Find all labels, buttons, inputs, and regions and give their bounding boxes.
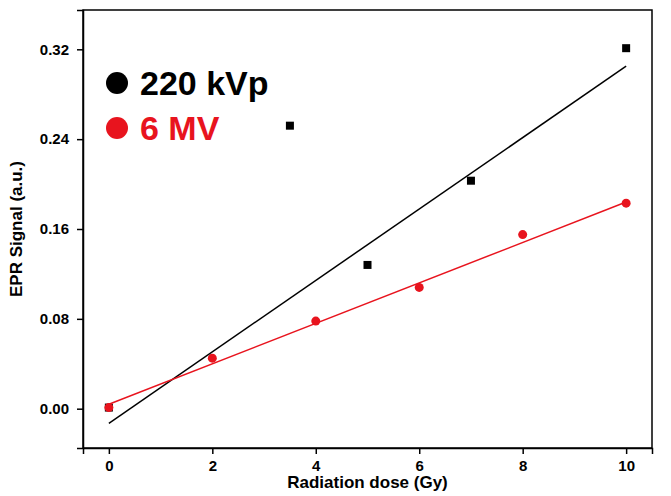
legend-symbol bbox=[106, 117, 128, 139]
point bbox=[518, 230, 527, 239]
tick-label: 6 bbox=[416, 457, 424, 474]
tick: 8 bbox=[519, 448, 527, 474]
point bbox=[622, 44, 630, 52]
tick-label: 0.00 bbox=[40, 400, 69, 417]
point bbox=[286, 122, 294, 130]
tick-mark bbox=[109, 448, 111, 454]
tick-label: 2 bbox=[209, 457, 217, 474]
marks bbox=[104, 44, 630, 423]
point bbox=[105, 404, 113, 412]
tick-mark bbox=[77, 229, 83, 231]
y-axis: 0.00 0.08 0.16 0.24 0.32 bbox=[40, 11, 84, 449]
x-axis-title: Radiation dose (Gy) bbox=[287, 473, 448, 492]
legend: 220 kVp 6 MV bbox=[106, 64, 269, 147]
tick-mark bbox=[316, 448, 318, 454]
point bbox=[364, 261, 372, 269]
tick-label: 8 bbox=[519, 457, 527, 474]
tick-mark bbox=[626, 448, 628, 454]
tick-label: 0.24 bbox=[40, 130, 70, 147]
tick: 0 bbox=[105, 448, 113, 474]
tick-mark bbox=[419, 448, 421, 454]
tick: 4 bbox=[312, 448, 321, 474]
plot: 0 2 4 6 8 10 0.00 0.08 0.16 0.24 0.32 bbox=[40, 10, 653, 474]
legend-label: 6 MV bbox=[140, 109, 220, 147]
tick-label: 0.08 bbox=[40, 310, 69, 327]
tick-mark bbox=[77, 49, 83, 51]
tick-label: 0 bbox=[105, 457, 113, 474]
tick: 0.32 bbox=[40, 41, 83, 58]
tick-mark bbox=[77, 408, 83, 410]
fit-line bbox=[109, 202, 626, 404]
axis-line bbox=[84, 449, 653, 455]
legend-symbol bbox=[106, 72, 128, 94]
tick: 10 bbox=[618, 448, 635, 474]
tick-mark bbox=[212, 448, 214, 454]
tick-label: 10 bbox=[618, 457, 635, 474]
point bbox=[467, 177, 475, 185]
tick: 0.16 bbox=[40, 220, 83, 237]
x-axis: 0 2 4 6 8 10 bbox=[84, 448, 653, 474]
tick-label: 4 bbox=[312, 457, 321, 474]
chart: 0 2 4 6 8 10 0.00 0.08 0.16 0.24 0.32 Radiation dos… bbox=[0, 0, 671, 496]
tick-label: 0.32 bbox=[40, 41, 69, 58]
axis-line bbox=[77, 11, 84, 449]
point bbox=[208, 354, 217, 363]
point bbox=[104, 403, 113, 412]
tick-label: 0.16 bbox=[40, 220, 69, 237]
tick-mark bbox=[77, 139, 83, 141]
tick-mark bbox=[522, 448, 524, 454]
plot-frame bbox=[83, 10, 652, 448]
tick: 6 bbox=[416, 448, 424, 474]
legend-label: 220 kVp bbox=[140, 64, 269, 102]
tick-mark bbox=[77, 319, 83, 321]
tick: 0.08 bbox=[40, 310, 83, 327]
tick: 2 bbox=[209, 448, 217, 474]
tick: 0.24 bbox=[40, 130, 83, 147]
tick: 0.00 bbox=[40, 400, 83, 417]
fit-line bbox=[109, 66, 626, 423]
y-axis-title: EPR Signal (a.u.) bbox=[7, 161, 26, 297]
